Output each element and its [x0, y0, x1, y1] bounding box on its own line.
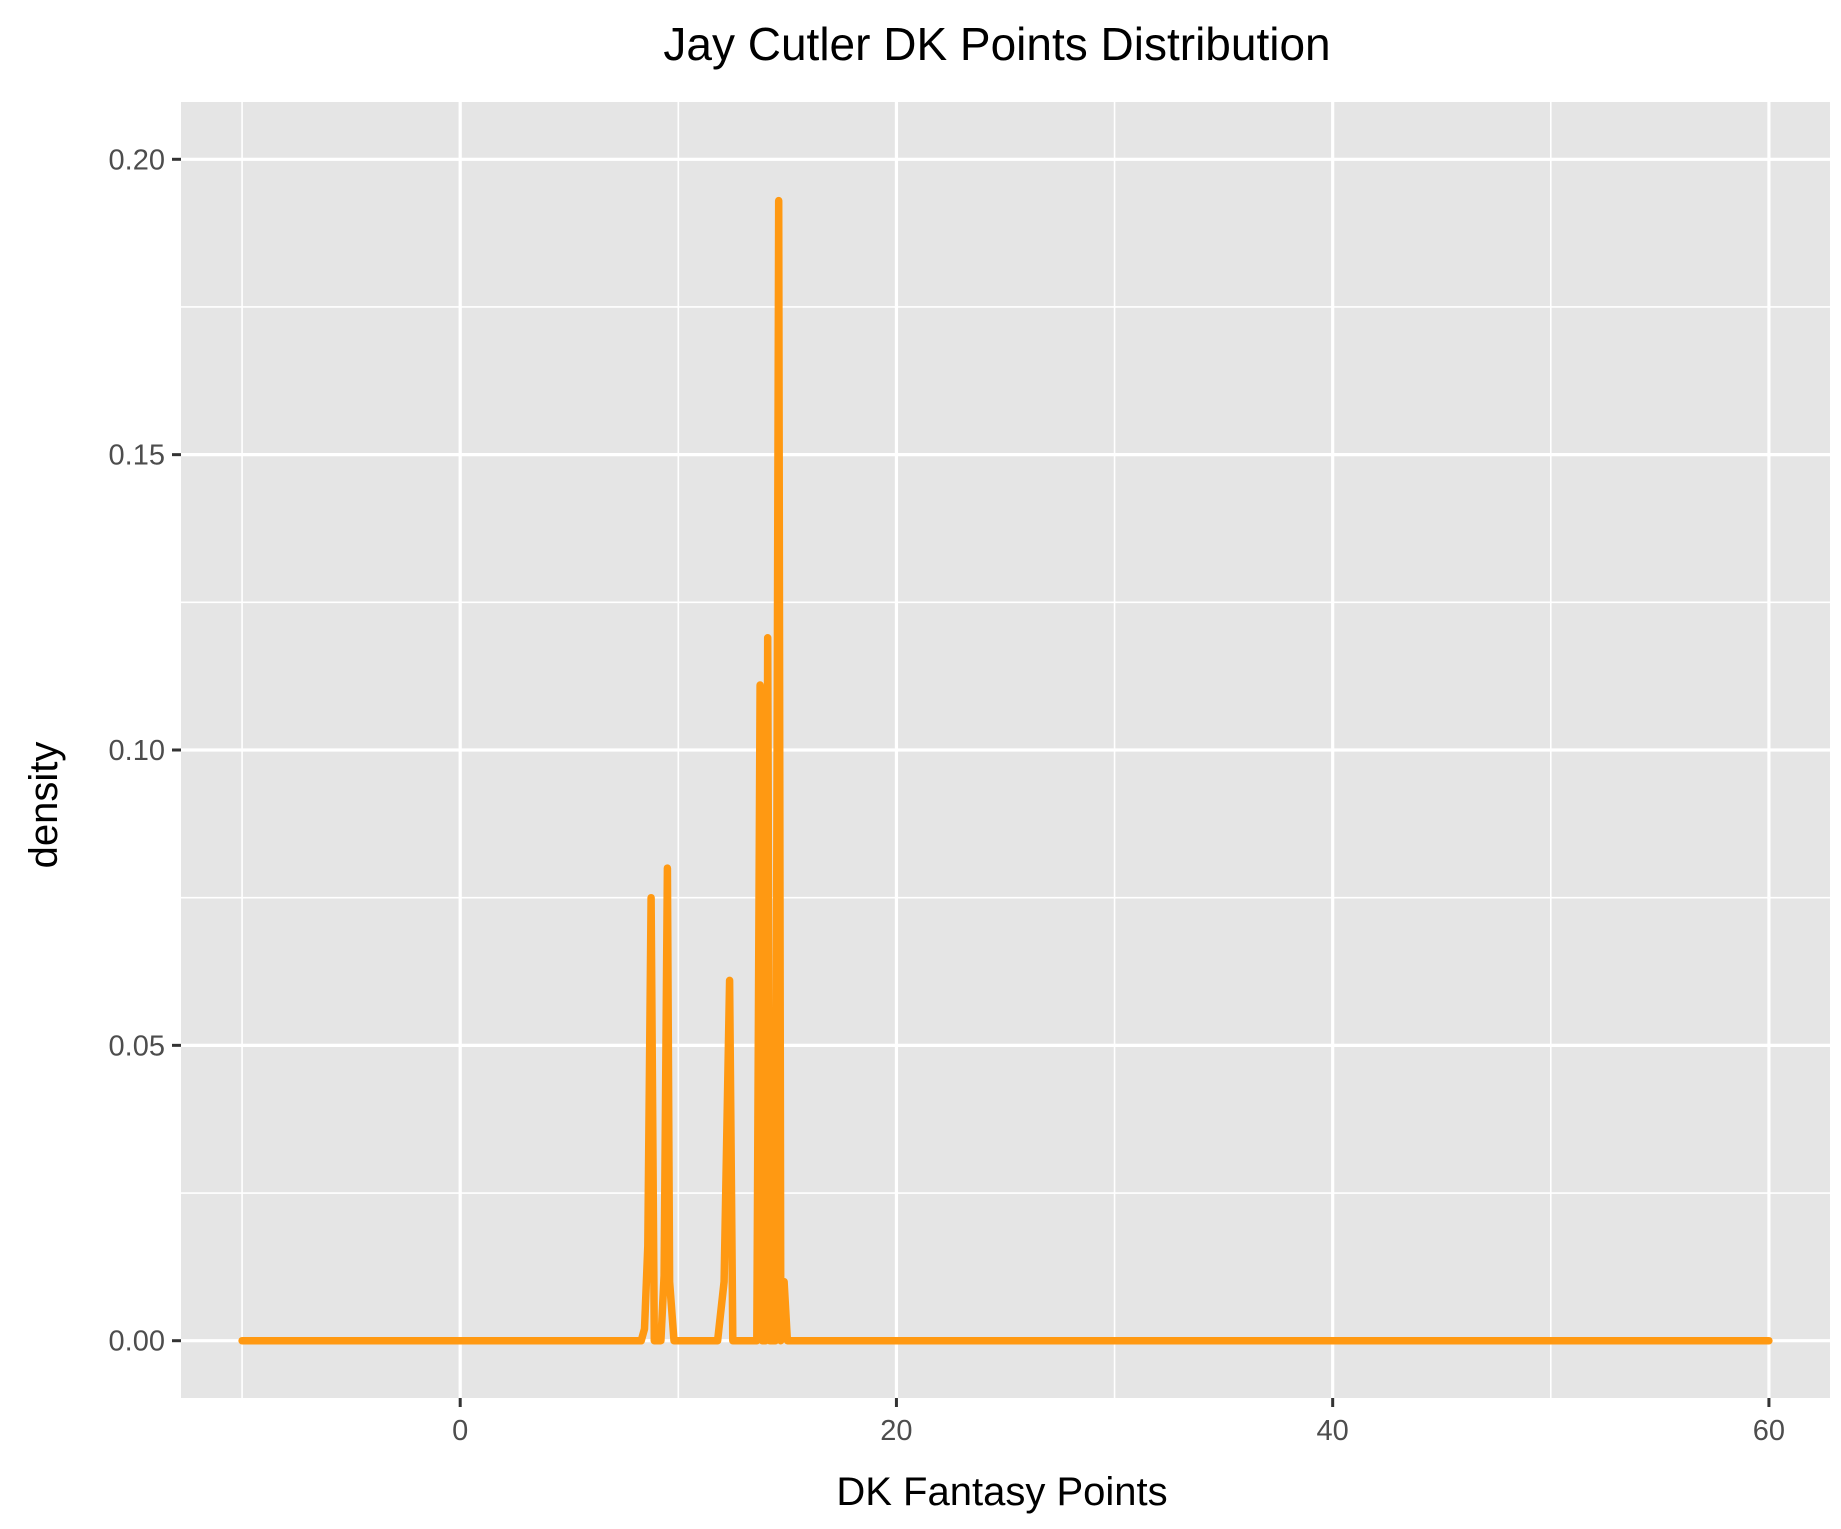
y-tick-label: 0.05: [109, 1030, 165, 1062]
x-axis: 0 20 40 60: [452, 1398, 1785, 1447]
major-gridlines: [181, 102, 1830, 1398]
y-tick-label: 0.00: [109, 1326, 165, 1358]
x-tick-label: 20: [880, 1415, 912, 1447]
y-tick-label: 0.10: [109, 735, 165, 767]
chart-title: Jay Cutler DK Points Distribution: [663, 18, 1330, 70]
y-axis-title: density: [22, 742, 66, 869]
x-tick-label: 0: [452, 1415, 468, 1447]
y-axis: 0.00 0.05 0.10 0.15 0.20: [109, 144, 181, 1358]
x-tick-label: 40: [1317, 1415, 1349, 1447]
x-tick-label: 60: [1753, 1415, 1785, 1447]
density-line: [238, 196, 1773, 1345]
y-tick-label: 0.20: [109, 144, 165, 176]
y-tick-label: 0.15: [109, 440, 165, 472]
x-axis-title: DK Fantasy Points: [836, 1470, 1167, 1514]
